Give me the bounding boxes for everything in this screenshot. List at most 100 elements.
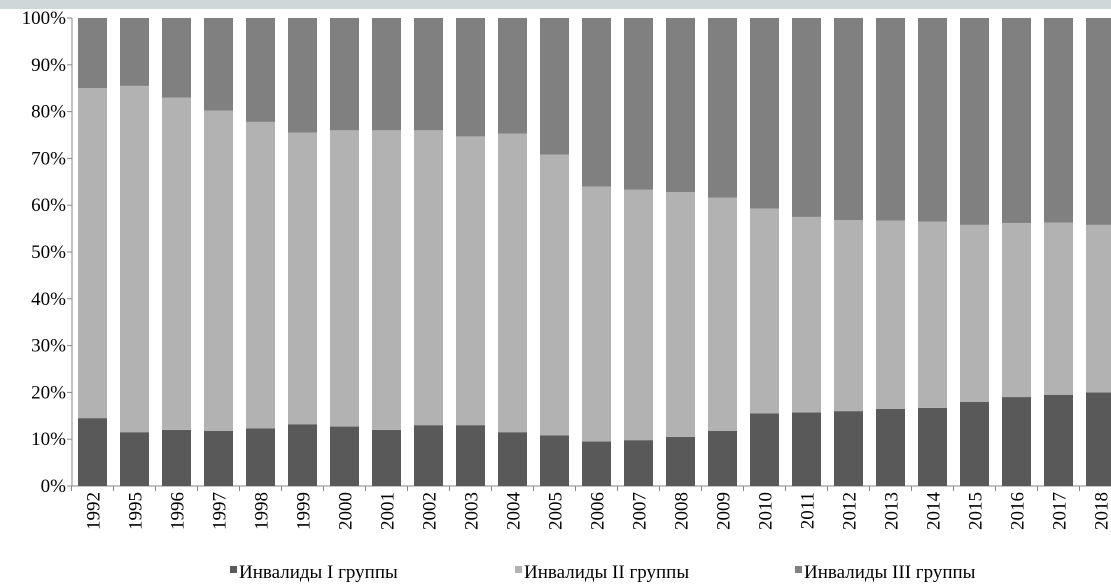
bar-segment-series-1-2011 (792, 412, 821, 486)
bar-segment-series-2-2005 (540, 154, 569, 436)
bar-segment-series-3-2008 (666, 18, 695, 193)
bar-segment-series-1-2018 (1086, 392, 1111, 486)
bar-segment-series-3-2009 (708, 18, 737, 198)
bar-segment-series-1-2016 (1002, 397, 1031, 486)
bar-segment-series-1-2002 (414, 425, 443, 486)
bar-segment-series-2-1999 (288, 132, 317, 425)
bar-segment-series-3-2017 (1044, 18, 1073, 223)
y-tick-label: 100% (22, 8, 67, 29)
bar-segment-series-1-2017 (1044, 394, 1073, 486)
x-tick-label: 2012 (840, 492, 861, 530)
bar-segment-series-2-2000 (330, 130, 359, 427)
x-tick-label: 2001 (378, 492, 399, 530)
y-tick-label: 30% (31, 336, 66, 357)
bar-segment-series-1-2003 (456, 425, 485, 486)
x-tick-label: 2005 (546, 492, 567, 530)
y-tick-label: 60% (31, 195, 66, 216)
bars (78, 18, 1111, 486)
bar-segment-series-2-2015 (960, 224, 989, 402)
x-tick-label: 2015 (966, 492, 987, 530)
bar-segment-series-2-2007 (624, 189, 653, 441)
bar-segment-series-3-2007 (624, 18, 653, 190)
x-tick-label: 1999 (294, 492, 315, 530)
x-tick-label: 2004 (504, 492, 525, 531)
bar-segment-series-2-2010 (750, 208, 779, 414)
y-tick-label: 10% (31, 429, 66, 450)
bar-segment-series-1-2004 (498, 432, 527, 486)
bar-segment-series-3-1998 (246, 18, 275, 122)
x-tick-label: 1995 (126, 492, 147, 530)
bar-segment-series-3-1999 (288, 18, 317, 133)
x-tick-label: 2007 (630, 492, 651, 530)
bar-segment-series-1-2001 (372, 429, 401, 486)
bar-segment-series-2-2002 (414, 130, 443, 426)
bar-segment-series-2-2004 (498, 133, 527, 433)
bar-segment-series-2-1996 (162, 97, 191, 430)
x-tick-label: 2017 (1050, 492, 1071, 530)
bar-segment-series-3-2003 (456, 18, 485, 137)
bar-segment-series-1-2008 (666, 436, 695, 486)
x-tick-label: 1997 (210, 492, 231, 530)
bar-segment-series-3-2011 (792, 18, 821, 217)
y-tick-label: 0% (41, 476, 67, 497)
y-tick-label: 80% (31, 102, 66, 123)
bar-segment-series-2-2008 (666, 192, 695, 437)
x-tick-label: 2009 (714, 492, 735, 530)
y-tick-label: 20% (31, 382, 66, 403)
x-tick-label: 2010 (756, 492, 777, 530)
bar-segment-series-2-1997 (204, 110, 233, 431)
bar-segment-series-1-1998 (246, 428, 275, 486)
bar-segment-series-1-1997 (204, 430, 233, 486)
x-tick-label: 2008 (672, 492, 693, 530)
bar-segment-series-2-2013 (876, 220, 905, 409)
bar-segment-series-2-2014 (918, 221, 947, 408)
bar-segment-series-2-2011 (792, 216, 821, 413)
bar-segment-series-1-2007 (624, 440, 653, 486)
x-tick-label: 2018 (1092, 492, 1111, 530)
x-tick-label: 2003 (462, 492, 483, 530)
bar-segment-series-1-1999 (288, 424, 317, 486)
bar-segment-series-1-2005 (540, 435, 569, 486)
x-tick-label: 2006 (588, 492, 609, 530)
bar-segment-series-3-2001 (372, 18, 401, 131)
bar-segment-series-2-1992 (78, 88, 107, 419)
legend-label: Инвалиды III группы (804, 562, 976, 583)
bar-segment-series-3-2002 (414, 18, 443, 131)
bar-segment-series-1-2000 (330, 426, 359, 486)
y-tick-label: 90% (31, 55, 66, 76)
bar-segment-series-3-1992 (78, 18, 107, 89)
bar-segment-series-2-2012 (834, 220, 863, 412)
bar-segment-series-1-1996 (162, 429, 191, 486)
x-tick-label: 2000 (336, 492, 357, 530)
x-tick-label: 2011 (798, 492, 819, 529)
x-tick-label: 2002 (420, 492, 441, 530)
bar-segment-series-2-2016 (1002, 222, 1031, 398)
x-tick-label: 1998 (252, 492, 273, 530)
bar-segment-series-3-2015 (960, 18, 989, 225)
legend-label: Инвалиды II группы (524, 562, 689, 583)
bar-segment-series-3-2018 (1086, 18, 1111, 225)
bar-segment-series-1-2014 (918, 407, 947, 486)
legend-swatch (795, 566, 802, 573)
bar-segment-series-1-2013 (876, 408, 905, 486)
x-tick-label: 2016 (1008, 492, 1029, 530)
bar-segment-series-1-1995 (120, 432, 149, 486)
bar-segment-series-1-2006 (582, 441, 611, 486)
bar-segment-series-3-2012 (834, 18, 863, 221)
bar-segment-series-3-1997 (204, 18, 233, 111)
x-tick-label: 1996 (168, 492, 189, 530)
bar-segment-series-1-2015 (960, 401, 989, 486)
bar-segment-series-2-2001 (372, 130, 401, 430)
top-band (0, 0, 1111, 9)
bar-segment-series-3-2004 (498, 18, 527, 134)
x-tick-label: 1992 (84, 492, 105, 530)
bar-segment-series-3-2013 (876, 18, 905, 221)
bar-segment-series-3-1995 (120, 18, 149, 86)
bar-segment-series-2-1995 (120, 85, 149, 433)
y-tick-label: 70% (31, 148, 66, 169)
bar-segment-series-3-2016 (1002, 18, 1031, 223)
bar-segment-series-2-2009 (708, 197, 737, 431)
bar-segment-series-1-2010 (750, 413, 779, 486)
x-tick-label: 2014 (924, 492, 945, 531)
bar-segment-series-2-2018 (1086, 224, 1111, 393)
